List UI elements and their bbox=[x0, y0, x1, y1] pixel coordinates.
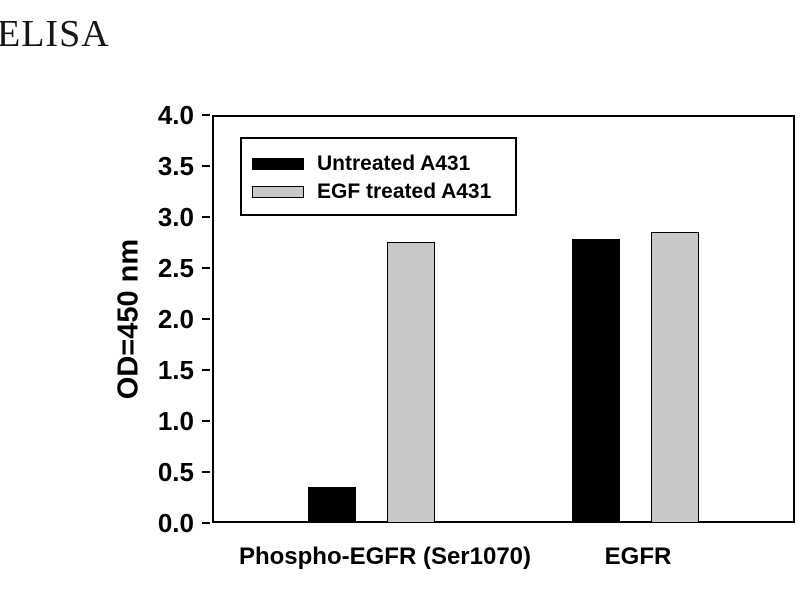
y-tick-mark bbox=[202, 471, 210, 473]
legend-row: EGF treated A431 bbox=[252, 178, 515, 206]
chart-title: ELISA bbox=[0, 13, 110, 55]
y-tick-label: 4.0 bbox=[157, 100, 194, 130]
legend-swatch-icon bbox=[252, 186, 304, 198]
legend-swatch-icon bbox=[252, 158, 304, 170]
y-tick-mark bbox=[202, 318, 210, 320]
y-tick-mark bbox=[202, 216, 210, 218]
y-tick-label: 0.0 bbox=[157, 508, 194, 538]
y-tick-mark bbox=[202, 369, 210, 371]
bar-egf-treated-phospho-egfr bbox=[387, 242, 435, 523]
y-tick-mark bbox=[202, 165, 210, 167]
y-tick-mark bbox=[202, 522, 210, 524]
y-tick-label: 1.0 bbox=[157, 406, 194, 436]
y-tick-mark bbox=[202, 420, 210, 422]
bar-egf-treated-egfr bbox=[651, 232, 699, 523]
y-tick-mark bbox=[202, 114, 210, 116]
x-category-label: Phospho-EGFR (Ser1070) bbox=[238, 543, 532, 570]
legend: Untreated A431 EGF treated A431 bbox=[240, 137, 517, 216]
y-tick-label: 3.5 bbox=[157, 151, 194, 181]
y-tick-label: 3.0 bbox=[157, 202, 194, 232]
y-tick-mark bbox=[202, 267, 210, 269]
x-category-label: EGFR bbox=[604, 543, 672, 570]
legend-label: Untreated A431 bbox=[317, 152, 471, 175]
y-tick-label: 2.0 bbox=[157, 304, 194, 334]
legend-row: Untreated A431 bbox=[252, 150, 515, 178]
y-tick-label: 1.5 bbox=[157, 355, 194, 385]
legend-label: EGF treated A431 bbox=[317, 180, 492, 203]
bar-untreated-phospho-egfr bbox=[308, 487, 356, 523]
y-tick-label: 2.5 bbox=[157, 253, 194, 283]
y-tick-label: 0.5 bbox=[157, 457, 194, 487]
bar-untreated-egfr bbox=[572, 239, 620, 523]
